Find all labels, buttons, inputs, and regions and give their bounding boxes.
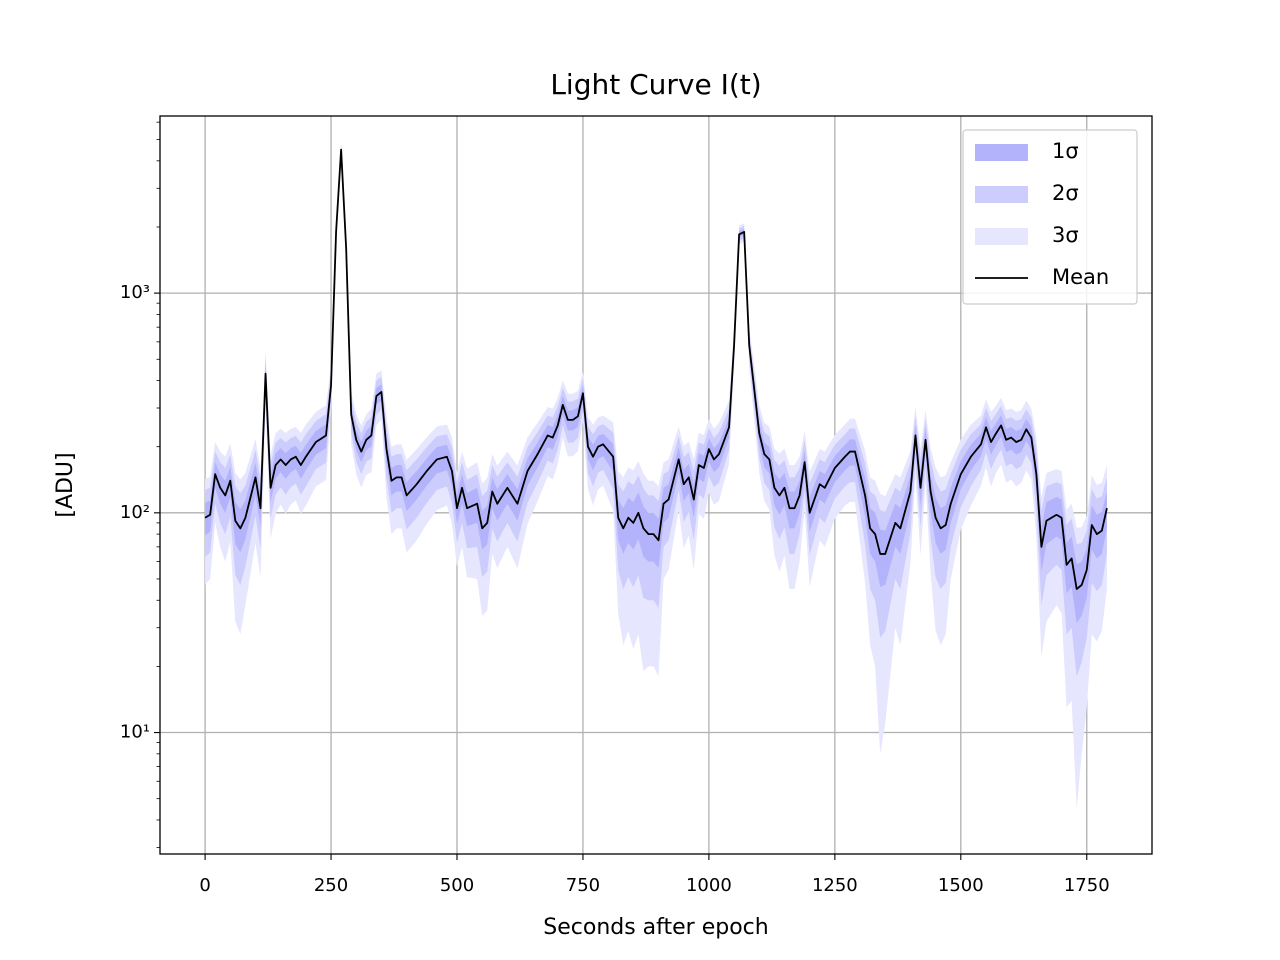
axes-frame	[159, 115, 1153, 855]
x-tick-label: 1750	[1064, 875, 1110, 896]
series-group	[204, 142, 1108, 809]
chart-title: Light Curve I(t)	[550, 68, 761, 101]
legend-label: 2σ	[1052, 181, 1079, 205]
y-axis-label: [ADU]	[53, 452, 78, 517]
x-tick-label: 500	[440, 875, 474, 896]
x-tick-label: 750	[566, 875, 600, 896]
y-tick-label: 10¹	[120, 722, 150, 743]
legend-swatch	[975, 144, 1028, 161]
legend-label: 1σ	[1052, 139, 1079, 163]
x-tick-label: 250	[314, 875, 348, 896]
x-axis-label: Seconds after epoch	[543, 915, 768, 940]
legend-label: Mean	[1052, 265, 1109, 289]
x-tick-label: 0	[199, 875, 210, 896]
mean-line	[204, 148, 1108, 590]
sigma-band	[205, 142, 1107, 809]
y-tick-label: 10²	[120, 502, 150, 523]
sigma-band	[205, 147, 1107, 624]
legend-label: 3σ	[1052, 223, 1079, 247]
x-tick-label: 1500	[938, 875, 984, 896]
y-tick-label: 10³	[120, 282, 150, 303]
x-tick-label: 1000	[686, 875, 732, 896]
legend-swatch	[975, 186, 1028, 203]
legend-swatch	[975, 228, 1028, 245]
x-tick-label: 1250	[812, 875, 858, 896]
legend-box	[962, 129, 1138, 305]
